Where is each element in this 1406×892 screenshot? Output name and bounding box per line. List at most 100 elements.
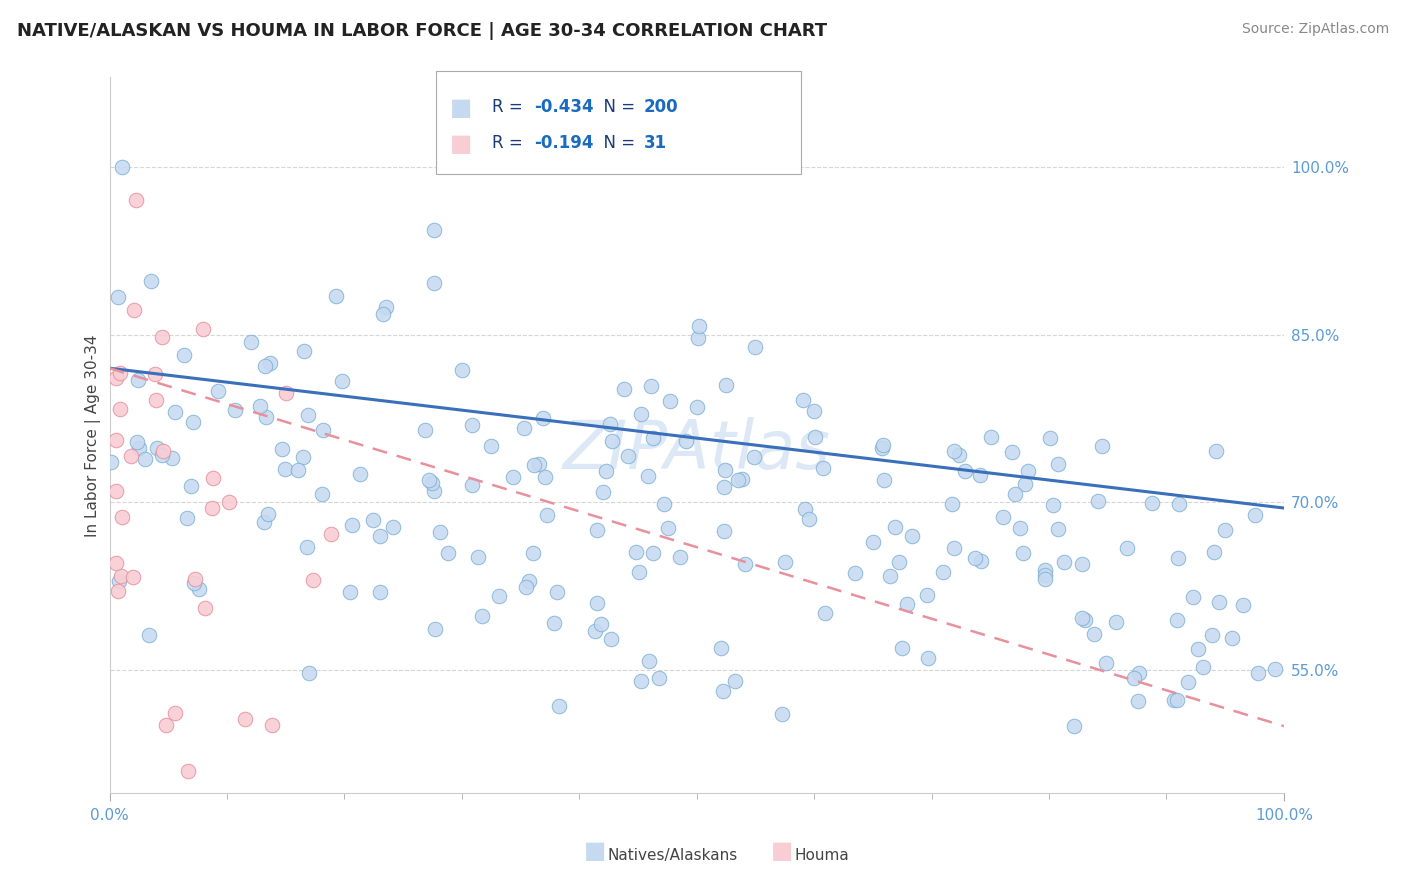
Text: NATIVE/ALASKAN VS HOUMA IN LABOR FORCE | AGE 30-34 CORRELATION CHART: NATIVE/ALASKAN VS HOUMA IN LABOR FORCE |… — [17, 22, 827, 40]
Point — [637, 654, 659, 668]
Point — [321, 527, 343, 541]
Point — [1087, 494, 1109, 508]
Point — [298, 666, 321, 681]
Point — [111, 509, 134, 524]
Point — [513, 421, 536, 435]
Point — [292, 450, 315, 464]
Text: 31: 31 — [644, 134, 666, 152]
Point — [640, 378, 662, 392]
Point — [941, 497, 963, 511]
Point — [1204, 544, 1226, 558]
Point — [844, 566, 866, 581]
Point — [713, 524, 735, 538]
Point — [1001, 445, 1024, 459]
Point — [872, 438, 894, 452]
Point — [418, 473, 440, 487]
Point — [536, 508, 558, 522]
Point — [515, 580, 537, 594]
Point — [969, 468, 991, 483]
Text: ■: ■ — [450, 132, 472, 156]
Point — [943, 541, 966, 556]
Point — [547, 698, 569, 713]
Point — [804, 430, 827, 444]
Point — [218, 495, 240, 509]
Point — [368, 584, 391, 599]
Point — [613, 382, 636, 396]
Point — [368, 529, 391, 543]
Point — [742, 450, 765, 464]
Point — [297, 540, 319, 554]
Point — [731, 471, 754, 485]
Point — [1012, 546, 1035, 560]
Point — [794, 501, 817, 516]
Point — [1074, 613, 1097, 627]
Point — [595, 464, 617, 478]
Point — [467, 549, 489, 564]
Point — [183, 575, 205, 590]
Point — [585, 596, 607, 610]
Point — [770, 706, 793, 721]
Point — [423, 276, 446, 290]
Point — [180, 479, 202, 493]
Point — [648, 672, 671, 686]
Point — [872, 473, 894, 487]
Point — [120, 449, 142, 463]
Y-axis label: In Labor Force | Age 30-34: In Labor Force | Age 30-34 — [86, 334, 101, 537]
Point — [141, 274, 163, 288]
Point — [177, 764, 200, 778]
Text: ■: ■ — [450, 96, 472, 120]
Point — [1053, 555, 1076, 569]
Point — [173, 348, 195, 362]
Point — [1017, 464, 1039, 478]
Point — [382, 520, 405, 534]
Point — [862, 535, 884, 549]
Point — [271, 442, 294, 457]
Point — [100, 454, 122, 468]
Point — [143, 368, 166, 382]
Point — [254, 409, 277, 424]
Point — [1182, 590, 1205, 604]
Point — [1232, 598, 1254, 612]
Point — [127, 373, 149, 387]
Point — [1163, 693, 1185, 707]
Point — [371, 307, 394, 321]
Point — [915, 588, 938, 602]
Point — [488, 589, 510, 603]
Point — [108, 402, 131, 417]
Text: Natives/Alaskans: Natives/Alaskans — [607, 848, 738, 863]
Point — [276, 385, 298, 400]
Point — [429, 525, 451, 540]
Point — [1091, 439, 1114, 453]
Point — [349, 467, 371, 481]
Point — [152, 444, 174, 458]
Point — [980, 430, 1002, 444]
Point — [1166, 613, 1188, 627]
Point — [297, 408, 319, 422]
Point — [176, 511, 198, 525]
Point — [714, 463, 737, 477]
Point — [160, 451, 183, 466]
Point — [803, 403, 825, 417]
Point — [943, 444, 966, 458]
Point — [122, 303, 145, 318]
Point — [713, 479, 735, 493]
Point — [686, 331, 709, 345]
Text: -0.434: -0.434 — [534, 98, 593, 116]
Point — [1126, 694, 1149, 708]
Point — [1264, 662, 1286, 676]
Point — [1192, 659, 1215, 673]
Point — [773, 555, 796, 569]
Point — [543, 616, 565, 631]
Point — [108, 574, 131, 588]
Point — [125, 435, 148, 450]
Point — [1063, 719, 1085, 733]
Point — [254, 359, 277, 373]
Point — [107, 583, 129, 598]
Point — [107, 290, 129, 304]
Point — [479, 439, 502, 453]
Point — [792, 392, 814, 407]
Point — [311, 424, 333, 438]
Text: R =: R = — [492, 134, 529, 152]
Point — [252, 515, 274, 529]
Point — [643, 431, 665, 445]
